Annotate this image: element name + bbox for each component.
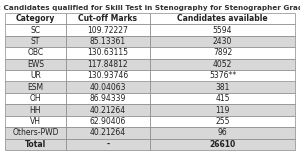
Text: UR: UR bbox=[30, 71, 41, 80]
Text: Others-PWD: Others-PWD bbox=[12, 128, 59, 137]
Bar bbox=[150, 24, 295, 36]
Text: Total: Total bbox=[25, 140, 46, 149]
Text: 130.93746: 130.93746 bbox=[87, 71, 129, 80]
Bar bbox=[5, 127, 66, 139]
Bar bbox=[150, 70, 295, 81]
Bar bbox=[66, 13, 150, 24]
Bar bbox=[150, 93, 295, 104]
Bar bbox=[5, 93, 66, 104]
Bar bbox=[5, 36, 66, 47]
Bar bbox=[150, 139, 295, 150]
Bar bbox=[66, 81, 150, 93]
Bar bbox=[150, 104, 295, 116]
Bar bbox=[5, 116, 66, 127]
Bar bbox=[150, 59, 295, 70]
Bar bbox=[5, 47, 66, 59]
Text: 255: 255 bbox=[215, 117, 230, 126]
Bar bbox=[5, 59, 66, 70]
Text: EWS: EWS bbox=[27, 60, 44, 69]
Text: 4052: 4052 bbox=[213, 60, 232, 69]
Text: 40.04063: 40.04063 bbox=[90, 83, 126, 92]
Bar bbox=[66, 116, 150, 127]
Text: 26610: 26610 bbox=[209, 140, 236, 149]
Text: 5376**: 5376** bbox=[209, 71, 236, 80]
Text: 62.90406: 62.90406 bbox=[90, 117, 126, 126]
Bar bbox=[150, 81, 295, 93]
Bar bbox=[5, 70, 66, 81]
Bar bbox=[66, 104, 150, 116]
Text: Candidates available: Candidates available bbox=[177, 14, 268, 23]
Text: 96: 96 bbox=[218, 128, 227, 137]
Text: ST: ST bbox=[31, 37, 40, 46]
Text: 5594: 5594 bbox=[213, 26, 232, 35]
Text: OBC: OBC bbox=[27, 48, 44, 57]
Bar bbox=[66, 70, 150, 81]
Text: Cut-off Marks: Cut-off Marks bbox=[79, 14, 137, 23]
Text: OH: OH bbox=[30, 94, 41, 103]
Bar bbox=[66, 127, 150, 139]
Bar bbox=[150, 116, 295, 127]
Text: 85.13361: 85.13361 bbox=[90, 37, 126, 46]
Bar bbox=[5, 104, 66, 116]
Text: 40.21264: 40.21264 bbox=[90, 105, 126, 115]
Bar bbox=[66, 59, 150, 70]
Text: 415: 415 bbox=[215, 94, 230, 103]
Bar bbox=[5, 13, 66, 24]
Bar bbox=[5, 24, 66, 36]
Text: 381: 381 bbox=[215, 83, 230, 92]
Bar bbox=[66, 139, 150, 150]
Bar bbox=[66, 24, 150, 36]
Text: HH: HH bbox=[30, 105, 41, 115]
Bar bbox=[150, 127, 295, 139]
Bar bbox=[150, 36, 295, 47]
Text: 86.94339: 86.94339 bbox=[90, 94, 126, 103]
Text: 109.72227: 109.72227 bbox=[88, 26, 128, 35]
Text: -: - bbox=[106, 140, 110, 149]
Bar bbox=[5, 139, 66, 150]
Text: Category: Category bbox=[16, 14, 55, 23]
Bar bbox=[150, 47, 295, 59]
Text: SC: SC bbox=[31, 26, 40, 35]
Text: VH: VH bbox=[30, 117, 41, 126]
Text: 40.21264: 40.21264 bbox=[90, 128, 126, 137]
Bar bbox=[66, 93, 150, 104]
Bar bbox=[66, 36, 150, 47]
Bar bbox=[150, 13, 295, 24]
Text: 119: 119 bbox=[215, 105, 230, 115]
Text: 117.84812: 117.84812 bbox=[88, 60, 128, 69]
Text: List-II: Candidates qualified for Skill Test in Stenography for Stenographer Gra: List-II: Candidates qualified for Skill … bbox=[0, 5, 300, 11]
Text: 7892: 7892 bbox=[213, 48, 232, 57]
Text: 2430: 2430 bbox=[213, 37, 232, 46]
Bar bbox=[66, 47, 150, 59]
Text: ESM: ESM bbox=[27, 83, 44, 92]
Text: 130.63115: 130.63115 bbox=[88, 48, 128, 57]
Bar bbox=[5, 81, 66, 93]
